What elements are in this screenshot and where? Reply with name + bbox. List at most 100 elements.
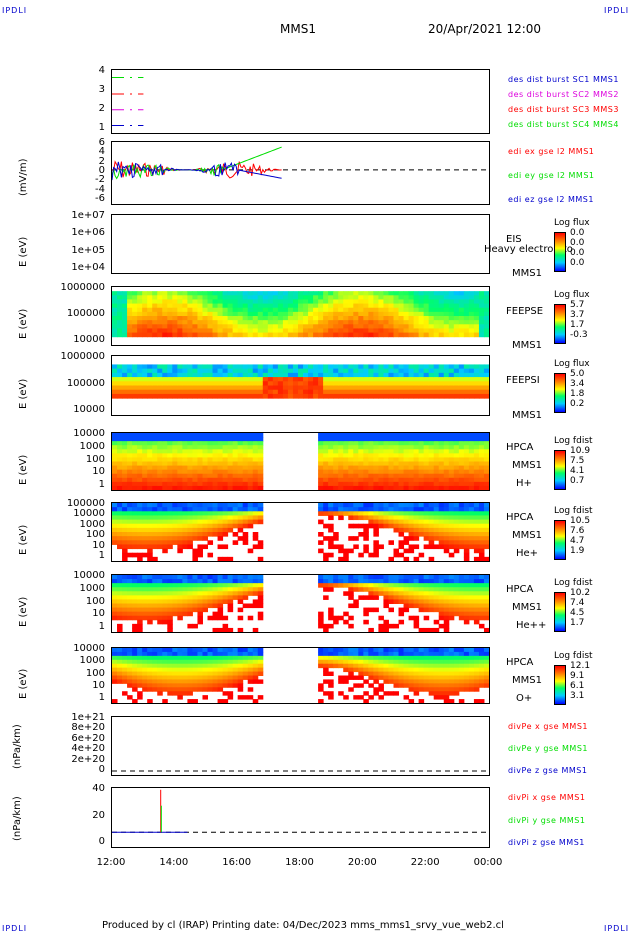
heatmap-cell xyxy=(132,659,138,665)
heatmap-cell xyxy=(202,299,209,305)
heatmap-cell xyxy=(448,320,455,325)
heatmap-cell xyxy=(257,316,264,321)
heatmap-cell xyxy=(428,595,435,600)
heatmap-cell xyxy=(172,441,178,446)
y-tick-label: 10 xyxy=(92,679,105,691)
heatmap-cell xyxy=(398,441,405,446)
heatmap-cell xyxy=(473,591,480,596)
heatmap-cell xyxy=(217,477,224,483)
heatmap-cell xyxy=(152,485,158,490)
heatmap-cell xyxy=(222,651,229,657)
heatmap-cell xyxy=(217,433,224,438)
instrument-label: HPCA xyxy=(506,584,534,595)
heatmap-cell xyxy=(363,667,369,673)
heatmap-cell xyxy=(408,544,415,550)
heatmap-cell xyxy=(428,507,435,512)
heatmap-cell xyxy=(172,385,178,391)
heatmap-cell xyxy=(202,507,209,512)
heatmap-cell xyxy=(408,579,415,584)
heatmap-cell xyxy=(212,433,219,438)
heatmap-cell xyxy=(468,615,475,621)
heatmap-cell xyxy=(227,393,234,399)
heatmap-cell xyxy=(157,679,163,684)
heatmap-cell xyxy=(212,485,219,490)
heatmap-cell xyxy=(257,485,264,490)
heatmap-cell xyxy=(428,295,435,300)
heatmap-cell xyxy=(383,368,389,374)
heatmap-cell xyxy=(187,599,193,604)
heatmap-cell xyxy=(418,389,425,395)
heatmap-cell xyxy=(217,523,224,529)
heatmap-cell xyxy=(237,324,244,329)
heatmap-cell xyxy=(237,485,244,490)
heatmap-cell xyxy=(277,393,284,399)
heatmap-cell xyxy=(217,469,224,475)
heatmap-cell xyxy=(343,473,349,479)
heatmap-cell xyxy=(313,377,319,382)
heatmap-cell xyxy=(393,316,400,321)
heatmap-cell xyxy=(257,453,264,458)
heatmap-cell xyxy=(202,663,209,669)
heatmap-cell xyxy=(423,687,430,692)
heatmap-cell xyxy=(443,389,450,395)
heatmap-cell xyxy=(453,485,460,490)
heatmap-cell xyxy=(192,575,198,580)
heatmap-cell xyxy=(303,372,309,378)
heatmap-cell xyxy=(478,328,485,334)
panel-availability xyxy=(111,69,490,134)
heatmap-cell xyxy=(468,457,475,462)
heatmap-cell xyxy=(152,687,158,692)
heatmap-cell xyxy=(147,511,153,516)
heatmap-cell xyxy=(242,316,249,321)
heatmap-cell xyxy=(142,671,148,676)
heatmap-cell xyxy=(328,469,334,475)
heatmap-cell xyxy=(433,691,440,696)
heatmap-cell xyxy=(252,381,259,386)
heatmap-cell xyxy=(403,381,410,386)
heatmap-cell xyxy=(187,485,193,490)
heatmap-cell xyxy=(333,393,339,399)
heatmap-cell xyxy=(413,307,420,313)
heatmap-cell xyxy=(383,477,389,483)
heatmap-cell xyxy=(132,532,138,537)
heatmap-cell xyxy=(152,671,158,676)
heatmap-cell xyxy=(167,445,173,450)
heatmap-cell xyxy=(338,659,344,665)
heatmap-cell xyxy=(257,469,264,475)
heatmap-cell xyxy=(373,481,379,487)
heatmap-cell xyxy=(162,477,168,483)
heatmap-cell xyxy=(433,679,440,684)
heatmap-cell xyxy=(383,469,389,475)
heatmap-cell xyxy=(333,332,339,338)
heatmap-cell xyxy=(428,316,435,321)
heatmap-cell xyxy=(413,385,420,391)
heatmap-cell xyxy=(167,532,173,537)
heatmap-cell xyxy=(217,441,224,446)
heatmap-cell xyxy=(287,295,294,300)
heatmap-cell xyxy=(353,324,359,329)
heatmap-cell xyxy=(428,607,435,613)
heatmap-cell xyxy=(217,667,224,673)
heatmap-cell xyxy=(217,591,224,596)
heatmap-cell xyxy=(132,540,138,545)
heatmap-cell xyxy=(242,433,249,438)
heatmap-cell xyxy=(112,679,118,684)
heatmap-cell xyxy=(222,663,229,669)
heatmap-cell xyxy=(132,316,138,321)
heatmap-cell xyxy=(257,441,264,446)
heatmap-cell xyxy=(177,473,183,479)
heatmap-cell xyxy=(483,364,489,370)
heatmap-cell xyxy=(122,552,128,558)
heatmap-cell xyxy=(478,667,485,673)
y-tick-label: 10000 xyxy=(73,334,105,345)
heatmap-cell xyxy=(237,457,244,462)
heatmap-cell xyxy=(117,623,123,629)
heatmap-cell xyxy=(473,595,480,600)
heatmap-cell xyxy=(383,671,389,676)
heatmap-cell xyxy=(353,663,359,669)
heatmap-cell xyxy=(353,523,359,529)
heatmap-cell xyxy=(177,377,183,382)
heatmap-cell xyxy=(182,579,188,584)
heatmap-cell xyxy=(483,332,489,338)
heatmap-cell xyxy=(483,663,489,669)
